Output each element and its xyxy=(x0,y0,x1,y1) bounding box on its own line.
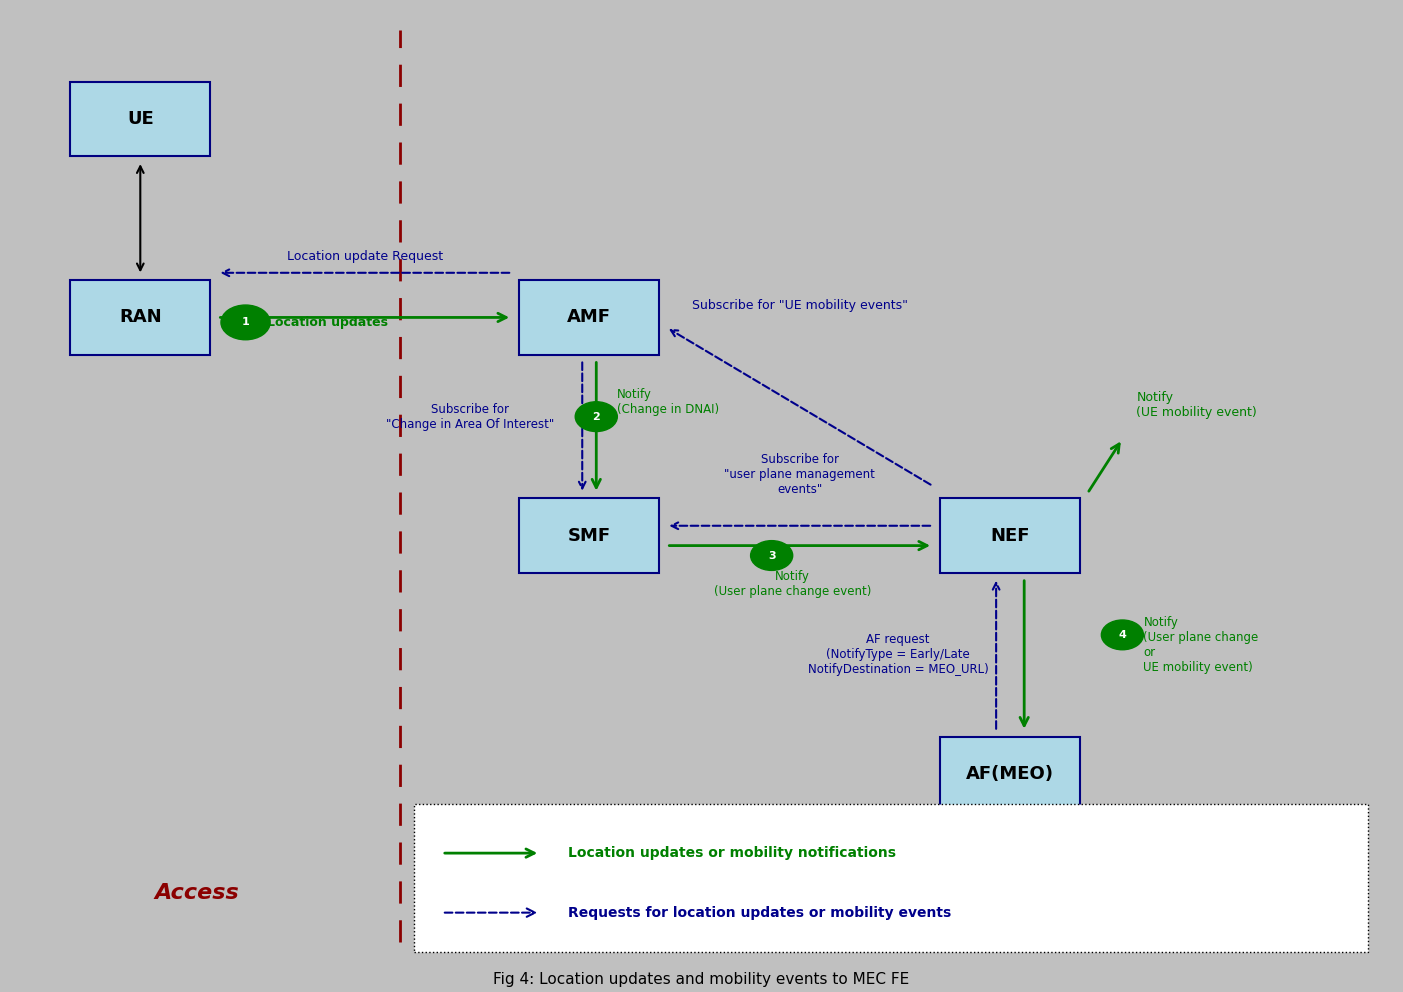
Text: Cloud: Cloud xyxy=(666,883,737,903)
FancyBboxPatch shape xyxy=(940,498,1080,572)
Text: Location updates: Location updates xyxy=(267,315,387,329)
Ellipse shape xyxy=(1101,620,1143,650)
Text: Fig 4: Location updates and mobility events to MEC FE: Fig 4: Location updates and mobility eve… xyxy=(494,972,909,987)
Ellipse shape xyxy=(220,306,269,339)
Text: SMF: SMF xyxy=(568,527,610,545)
Text: Access: Access xyxy=(154,883,239,903)
Text: 3: 3 xyxy=(767,551,776,560)
Text: RAN: RAN xyxy=(119,309,161,326)
Text: Notify
(User plane change
or
UE mobility event): Notify (User plane change or UE mobility… xyxy=(1143,616,1258,674)
Text: Subscribe for
"Change in Area Of Interest": Subscribe for "Change in Area Of Interes… xyxy=(386,403,554,431)
Text: 1: 1 xyxy=(241,317,250,327)
Text: Subscribe for "UE mobility events": Subscribe for "UE mobility events" xyxy=(692,300,908,312)
Text: NEF: NEF xyxy=(991,527,1030,545)
Text: Location updates or mobility notifications: Location updates or mobility notificatio… xyxy=(568,846,897,860)
Text: AF request
(NotifyType = Early/Late
NotifyDestination = MEO_URL): AF request (NotifyType = Early/Late Noti… xyxy=(808,633,988,677)
Text: Subscribe for
"user plane management
events": Subscribe for "user plane management eve… xyxy=(724,453,875,496)
Text: AMF: AMF xyxy=(567,309,612,326)
FancyBboxPatch shape xyxy=(70,82,210,157)
Text: Location update Request: Location update Request xyxy=(286,250,443,263)
FancyBboxPatch shape xyxy=(519,281,659,354)
Ellipse shape xyxy=(751,541,793,570)
FancyBboxPatch shape xyxy=(519,498,659,572)
Text: UE: UE xyxy=(126,110,154,128)
FancyBboxPatch shape xyxy=(70,281,210,354)
Text: Notify
(User plane change event): Notify (User plane change event) xyxy=(714,570,871,598)
Text: 2: 2 xyxy=(592,412,600,422)
FancyBboxPatch shape xyxy=(414,804,1368,952)
Text: Notify
(UE mobility event): Notify (UE mobility event) xyxy=(1136,391,1257,419)
Text: Notify
(Change in DNAI): Notify (Change in DNAI) xyxy=(617,388,720,416)
Text: 4: 4 xyxy=(1118,630,1127,640)
FancyBboxPatch shape xyxy=(940,736,1080,811)
Ellipse shape xyxy=(575,402,617,432)
Text: AF(MEO): AF(MEO) xyxy=(967,765,1054,783)
Text: Requests for location updates or mobility events: Requests for location updates or mobilit… xyxy=(568,906,951,920)
